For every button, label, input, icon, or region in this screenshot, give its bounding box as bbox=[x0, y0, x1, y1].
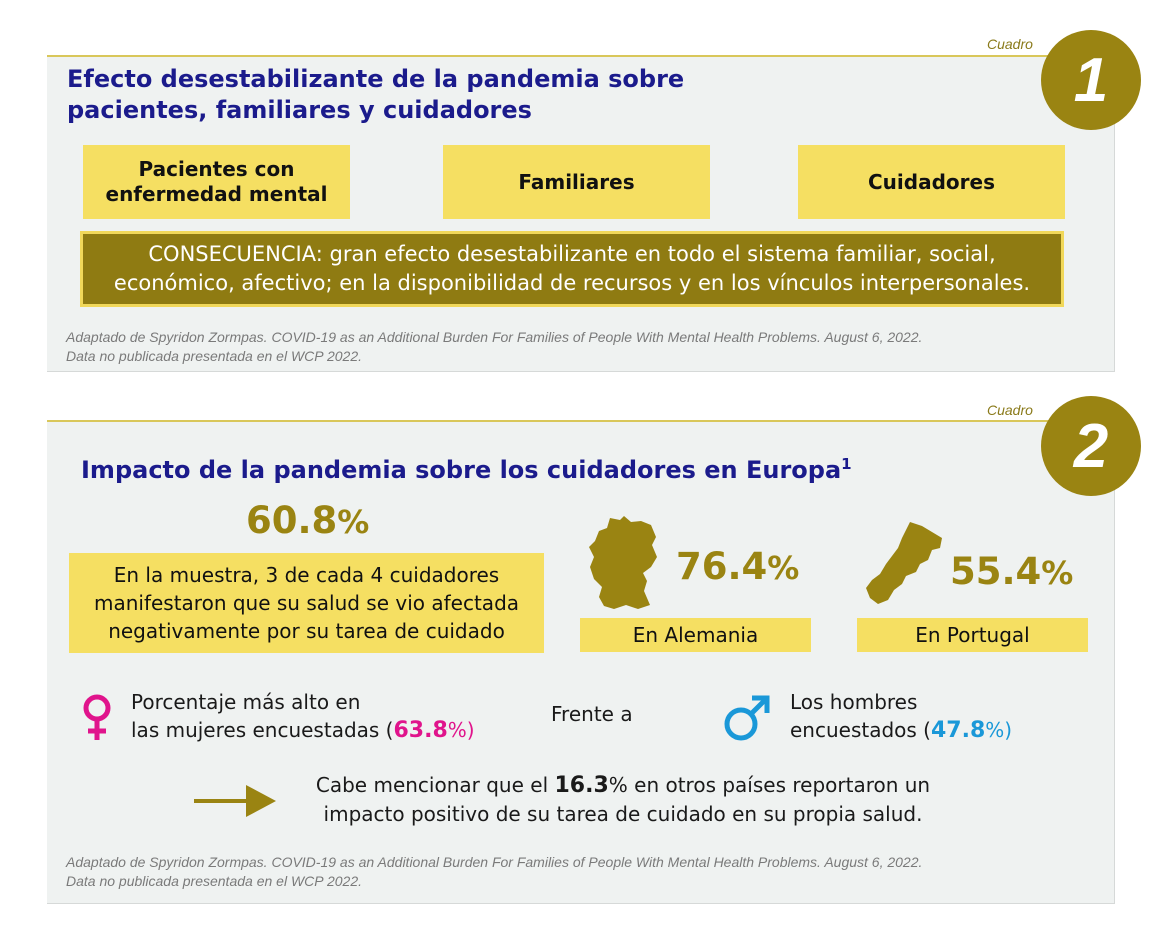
female-close-paren: ) bbox=[466, 718, 475, 742]
germany-percentage-value: 76.4 bbox=[676, 545, 768, 588]
cuadro-1-source: Adaptado de Spyridon Zormpas. COVID-19 a… bbox=[66, 328, 922, 366]
germany-map-icon bbox=[589, 516, 657, 609]
cuadro-2-title-text: Impacto de la pandemia sobre los cuidado… bbox=[81, 456, 842, 484]
cuadro-1-title-line2: pacientes, familiares y cuidadores bbox=[67, 96, 532, 124]
overall-description-box: En la muestra, 3 de cada 4 cuidadores ma… bbox=[69, 553, 544, 653]
consequence-line2: económico, afectivo; en la disponibilida… bbox=[113, 271, 1031, 295]
category-patients-line1: Pacientes con bbox=[138, 157, 295, 181]
germany-label-box: En Alemania bbox=[580, 618, 811, 652]
cuadro-2-label: Cuadro bbox=[987, 402, 1033, 418]
male-statement: Los hombres encuestados (47.8%) bbox=[790, 688, 1012, 745]
male-percentage-value: 47.8 bbox=[931, 718, 986, 743]
portugal-percentage-value: 55.4 bbox=[950, 550, 1042, 593]
female-symbol-icon bbox=[83, 694, 111, 740]
female-percentage-sign: % bbox=[447, 718, 467, 742]
female-statement-line2: las mujeres encuestadas ( bbox=[131, 718, 394, 742]
portugal-percentage: 55.4% bbox=[950, 550, 1073, 593]
cuadro-2-source-line2: Data no publicada presentada en el WCP 2… bbox=[66, 873, 363, 889]
cuadro-1-badge: 1 bbox=[1041, 30, 1141, 130]
male-percentage-sign: % bbox=[985, 718, 1005, 742]
note-line1-start: Cabe mencionar que el bbox=[315, 773, 555, 797]
category-caregivers: Cuidadores bbox=[798, 145, 1065, 219]
cuadro-1-source-line2: Data no publicada presentada en el WCP 2… bbox=[66, 348, 363, 364]
overall-percentage-sign: % bbox=[337, 503, 370, 541]
portugal-label: En Portugal bbox=[915, 623, 1030, 647]
consequence-box: CONSECUENCIA: gran efecto desestabilizan… bbox=[80, 231, 1064, 307]
cuadro-2-source: Adaptado de Spyridon Zormpas. COVID-19 a… bbox=[66, 853, 922, 891]
cuadro-2-title: Impacto de la pandemia sobre los cuidado… bbox=[81, 449, 852, 486]
category-families: Familiares bbox=[443, 145, 710, 219]
portugal-map-icon bbox=[866, 522, 942, 604]
female-statement-line1: Porcentaje más alto en bbox=[131, 690, 361, 714]
female-statement: Porcentaje más alto en las mujeres encue… bbox=[131, 688, 475, 745]
germany-label: En Alemania bbox=[632, 623, 759, 647]
category-caregivers-label: Cuidadores bbox=[868, 169, 995, 194]
portugal-percentage-sign: % bbox=[1041, 554, 1074, 592]
right-arrow-icon bbox=[194, 785, 276, 817]
overall-description-line1: En la muestra, 3 de cada 4 cuidadores bbox=[113, 563, 500, 587]
versus-label: Frente a bbox=[551, 702, 633, 726]
positive-impact-note: Cabe mencionar que el 16.3% en otros paí… bbox=[288, 771, 958, 828]
cuadro-2-panel bbox=[47, 420, 1115, 904]
category-patients: Pacientes con enfermedad mental bbox=[83, 145, 350, 219]
male-symbol-icon bbox=[724, 695, 770, 741]
cuadro-2-badge: 2 bbox=[1041, 396, 1141, 496]
portugal-label-box: En Portugal bbox=[857, 618, 1088, 652]
male-statement-line2: encuestados ( bbox=[790, 718, 931, 742]
note-line2: impacto positivo de su tarea de cuidado … bbox=[323, 802, 923, 826]
consequence-line1: CONSECUENCIA: gran efecto desestabilizan… bbox=[148, 242, 996, 266]
note-percentage-sign: % bbox=[608, 773, 628, 797]
male-close-paren: ) bbox=[1004, 718, 1013, 742]
germany-percentage-sign: % bbox=[767, 549, 800, 587]
overall-percentage: 60.8% bbox=[246, 499, 369, 542]
overall-description-line2: manifestaron que su salud se vio afectad… bbox=[93, 591, 520, 615]
male-statement-line1: Los hombres bbox=[790, 690, 918, 714]
category-families-label: Familiares bbox=[518, 169, 635, 194]
cuadro-2-source-line1: Adaptado de Spyridon Zormpas. COVID-19 a… bbox=[66, 854, 923, 870]
category-patients-line2: enfermedad mental bbox=[105, 182, 328, 206]
cuadro-1-title-line1: Efecto desestabilizante de la pandemia s… bbox=[67, 65, 685, 93]
overall-description-line3: negativamente por su tarea de cuidado bbox=[108, 619, 505, 643]
germany-percentage: 76.4% bbox=[676, 545, 799, 588]
female-percentage-value: 63.8 bbox=[393, 718, 448, 743]
cuadro-1-title: Efecto desestabilizante de la pandemia s… bbox=[67, 64, 684, 126]
note-line1-end: en otros países reportaron un bbox=[627, 773, 931, 797]
cuadro-1-label: Cuadro bbox=[987, 36, 1033, 52]
title-footnote-marker: 1 bbox=[841, 455, 852, 473]
overall-percentage-value: 60.8 bbox=[246, 499, 338, 542]
note-percentage-value: 16.3 bbox=[554, 773, 609, 798]
cuadro-1-source-line1: Adaptado de Spyridon Zormpas. COVID-19 a… bbox=[66, 329, 923, 345]
